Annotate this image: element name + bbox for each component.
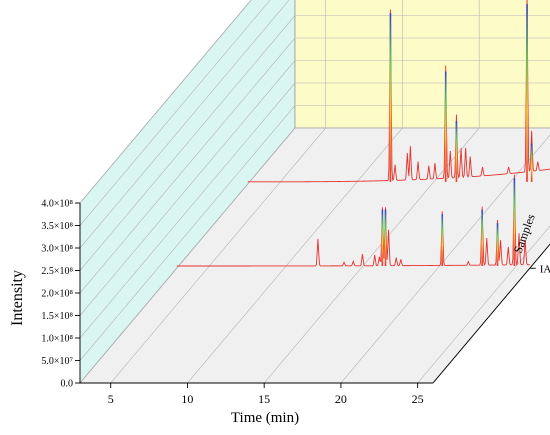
y-tick-label: 4.0×10⁸ [41, 199, 73, 210]
floor-gridline-time [263, 127, 480, 384]
side-wall-gridline-intensity [79, 127, 296, 384]
series-line-ia [176, 174, 530, 267]
side-wall-gridline-intensity [79, 15, 296, 271]
series-ia [176, 174, 530, 267]
y-tick-label: 1.0×10⁸ [41, 334, 73, 345]
chart-tick-labels: WAIA5101520250.05.0×10⁷1.0×10⁸1.5×10⁸2.0… [41, 199, 550, 407]
y-tick-label: 2.0×10⁸ [41, 289, 73, 300]
side-wall-gridline-intensity [79, 0, 252, 204]
x-axis-title: Time (min) [231, 410, 299, 426]
y-tick-label: 0.0 [61, 379, 74, 390]
y-tick-label: 2.5×10⁸ [41, 266, 73, 277]
side-wall-gridline-intensity [79, 0, 271, 226]
x-tick-label: 5 [108, 392, 114, 406]
x-tick-label: 20 [335, 392, 347, 406]
series-label-ia: IA [540, 263, 550, 275]
chart-walls [79, 0, 550, 385]
y-tick-label: 3.5×10⁸ [41, 221, 73, 232]
floor-gridline-time [417, 225, 550, 384]
floor-gridline-time [110, 127, 326, 384]
side-wall-gridline-intensity [79, 60, 296, 316]
y-axis-title: Intensity [9, 270, 26, 326]
x-tick-label: 15 [258, 392, 270, 406]
back-wall [294, 0, 550, 129]
chart-gridlines [79, 0, 550, 384]
chart-traces [176, 0, 550, 267]
series-line-wa [247, 0, 550, 183]
chart-axes [75, 202, 550, 388]
y-tick-label: 5.0×10⁷ [41, 356, 73, 367]
floor-gridline-time [187, 127, 403, 384]
series-wa [247, 0, 550, 183]
side-wall-gridline-intensity [79, 0, 290, 249]
x-tick-label: 25 [412, 392, 424, 406]
z-axis [432, 243, 550, 384]
side-wall-gridline-intensity [79, 37, 296, 294]
side-wall-gridline-intensity [79, 105, 296, 361]
y-tick-label: 3.0×10⁸ [41, 244, 73, 255]
y-tick-label: 1.5×10⁸ [41, 311, 73, 322]
side-wall-gridline-intensity [79, 82, 296, 339]
floor-gridline-time [340, 134, 550, 384]
x-tick-label: 10 [181, 392, 193, 406]
